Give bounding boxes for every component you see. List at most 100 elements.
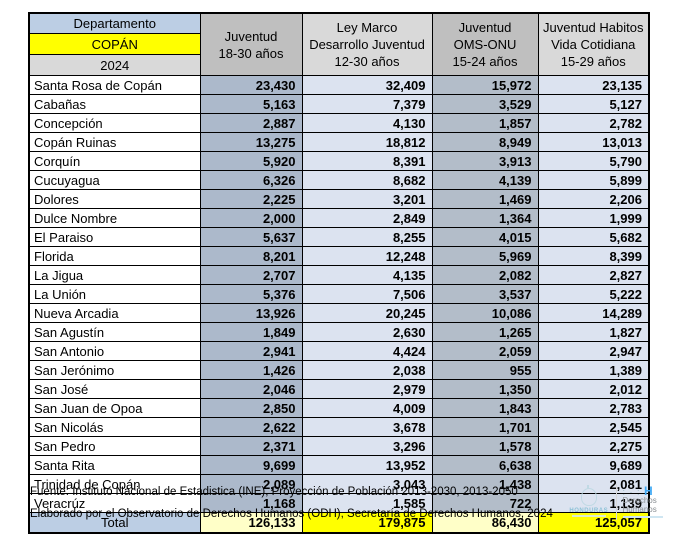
table-row: Copán Ruinas 13,275 18,812 8,949 13,013 [28, 132, 650, 152]
derechos-humanos-logo: : · : H Derechos Humanos [621, 484, 674, 518]
value-cell: 2,371 [199, 436, 303, 456]
municipality-name: San Antonio [28, 341, 201, 361]
municipality-name: Corquín [28, 151, 201, 171]
value-cell: 5,682 [537, 227, 650, 247]
value-cell: 1,585 [301, 493, 433, 513]
value-cell: 5,899 [537, 170, 650, 190]
table-row: San Juan de Opoa 2,850 4,009 1,843 2,783 [28, 398, 650, 418]
value-cell: 4,015 [431, 227, 539, 247]
table-row: San Antonio 2,941 4,424 2,059 2,947 [28, 341, 650, 361]
municipality-name: Santa Rita [28, 455, 201, 475]
value-cell: 4,424 [301, 341, 433, 361]
value-cell: 13,926 [199, 303, 303, 323]
value-cell: 15,972 [431, 75, 539, 95]
value-cell: 8,949 [431, 132, 539, 152]
value-cell: 2,046 [199, 379, 303, 399]
value-cell: 2,038 [301, 360, 433, 380]
table-row: Florida 8,201 12,248 5,969 8,399 [28, 246, 650, 266]
value-cell: 2,979 [301, 379, 433, 399]
value-cell: 2,782 [537, 113, 650, 133]
table-row: La Jigua 2,707 4,135 2,082 2,827 [28, 265, 650, 285]
municipality-name: San Jerónimo [28, 360, 201, 380]
value-cell: 2,081 [537, 474, 650, 494]
value-cell: 5,920 [199, 151, 303, 171]
value-cell: 5,163 [199, 94, 303, 114]
municipality-name: Copán Ruinas [28, 132, 201, 152]
value-cell: 4,130 [301, 113, 433, 133]
table-row: Santa Rita 9,699 13,952 6,638 9,689 [28, 455, 650, 475]
table-row: Corquín 5,920 8,391 3,913 5,790 [28, 151, 650, 171]
h-letter-icon: H [644, 484, 653, 498]
value-cell: 2,000 [199, 208, 303, 228]
value-cell: 2,887 [199, 113, 303, 133]
value-cell: 1,701 [431, 417, 539, 437]
municipality-name: San Juan de Opoa [28, 398, 201, 418]
value-cell: 1,827 [537, 322, 650, 342]
value-cell: 3,201 [301, 189, 433, 209]
value-cell: 6,638 [431, 455, 539, 475]
municipality-name: Santa Rosa de Copán [28, 75, 201, 95]
value-cell: 3,537 [431, 284, 539, 304]
value-cell: 32,409 [301, 75, 433, 95]
value-cell: 4,009 [301, 398, 433, 418]
table-row: Trinidad de Copán 2,089 3,043 1,438 2,081 [28, 474, 650, 494]
value-cell: 1,857 [431, 113, 539, 133]
value-cell: 5,637 [199, 227, 303, 247]
table-row: Cabañas 5,163 7,379 3,529 5,127 [28, 94, 650, 114]
municipality-name: Nueva Arcadia [28, 303, 201, 323]
footer-notes: Fuente: Instituto Nacional de Estadistic… [30, 481, 650, 525]
footer-logos: HONDURAS : · : H Derechos Humanos [566, 480, 674, 524]
value-cell: 4,139 [431, 170, 539, 190]
value-cell: 2,947 [537, 341, 650, 361]
municipality-name: Florida [28, 246, 201, 266]
value-cell: 23,135 [537, 75, 650, 95]
municipality-name: El Paraiso [28, 227, 201, 247]
table-row: La Unión 5,376 7,506 3,537 5,222 [28, 284, 650, 304]
value-cell: 1,843 [431, 398, 539, 418]
value-cell: 1,350 [431, 379, 539, 399]
value-cell: 2,059 [431, 341, 539, 361]
value-cell: 8,399 [537, 246, 650, 266]
value-cell: 1,364 [431, 208, 539, 228]
header-juventud-18-30: Juventud 18-30 años [199, 12, 303, 76]
value-cell: 4,135 [301, 265, 433, 285]
value-cell: 722 [431, 493, 539, 513]
value-cell: 2,707 [199, 265, 303, 285]
value-cell: 9,689 [537, 455, 650, 475]
honduras-crest-icon [580, 484, 597, 506]
table-row: El Paraiso 5,637 8,255 4,015 5,682 [28, 227, 650, 247]
value-cell: 2,783 [537, 398, 650, 418]
value-cell: 3,678 [301, 417, 433, 437]
value-cell: 8,201 [199, 246, 303, 266]
value-cell: 2,545 [537, 417, 650, 437]
municipality-name: Dolores [28, 189, 201, 209]
value-cell: 3,043 [301, 474, 433, 494]
municipality-name: San José [28, 379, 201, 399]
value-cell: 5,969 [431, 246, 539, 266]
value-cell: 1,849 [199, 322, 303, 342]
header-oms-onu: Juventud OMS-ONU 15-24 años [431, 12, 539, 76]
municipality-name: Cucuyagua [28, 170, 201, 190]
header-ley-marco: Ley Marco Desarrollo Juventud 12-30 años [301, 12, 433, 76]
municipality-name: La Unión [28, 284, 201, 304]
value-cell: 2,012 [537, 379, 650, 399]
municipality-name: Concepción [28, 113, 201, 133]
value-cell: 10,086 [431, 303, 539, 323]
value-cell: 3,913 [431, 151, 539, 171]
value-cell: 8,391 [301, 151, 433, 171]
value-cell: 2,630 [301, 322, 433, 342]
value-cell: 1,578 [431, 436, 539, 456]
value-cell: 3,529 [431, 94, 539, 114]
honduras-government-logo: HONDURAS [566, 484, 612, 517]
value-cell: 12,248 [301, 246, 433, 266]
table-row: San Agustín 1,849 2,630 1,265 1,827 [28, 322, 650, 342]
value-cell: 23,430 [199, 75, 303, 95]
population-table: Departamento Juventud 18-30 años Ley Mar… [28, 12, 650, 534]
header-year: 2024 [28, 54, 201, 76]
value-cell: 1,168 [199, 493, 303, 513]
value-cell: 2,275 [537, 436, 650, 456]
value-cell: 8,255 [301, 227, 433, 247]
value-cell: 3,296 [301, 436, 433, 456]
municipality-name: San Pedro [28, 436, 201, 456]
